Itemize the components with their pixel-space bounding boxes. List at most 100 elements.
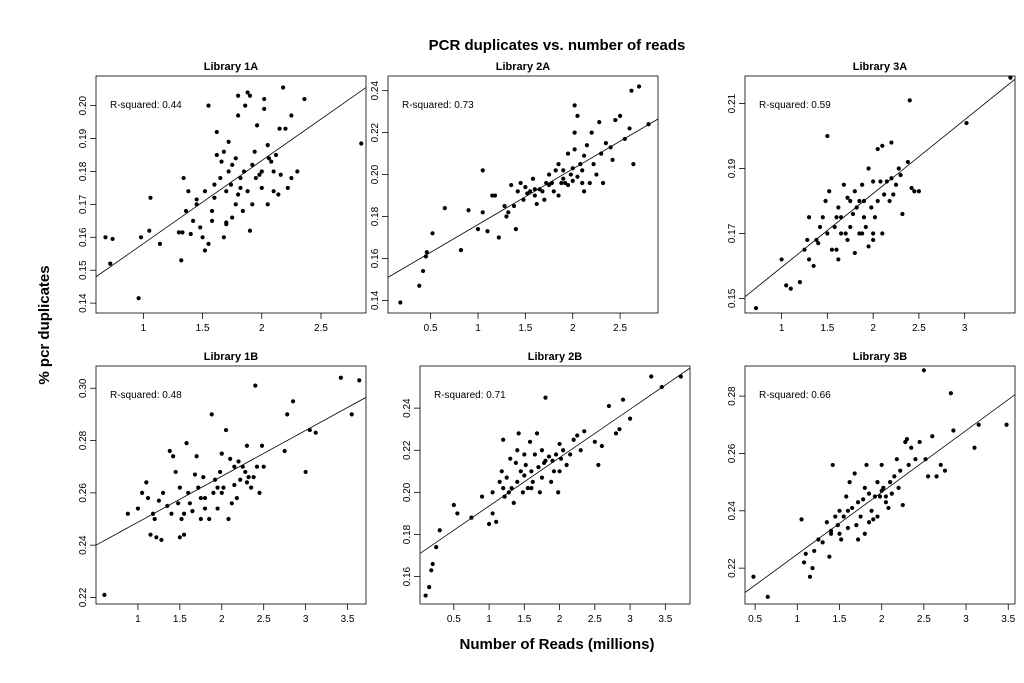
library-1a-point [138, 235, 144, 240]
library-3b-point [824, 520, 829, 525]
library-1a-point [289, 175, 294, 181]
library-3b-point [894, 457, 899, 462]
library-1a-x-tick-label: 1.5 [196, 323, 210, 334]
library-3b-point [854, 523, 859, 528]
library-1b-point [257, 490, 262, 495]
library-3a-y-tick-label: 0.15 [727, 288, 738, 308]
library-2a-point [561, 168, 566, 173]
library-2a-point [589, 130, 594, 135]
library-2a-point [556, 161, 561, 167]
library-3a-point [916, 189, 921, 194]
library-3a-point [823, 198, 828, 204]
library-1a-point [243, 103, 248, 108]
library-2b-point [513, 460, 518, 465]
library-2b-point [502, 494, 507, 499]
library-1a-y-tick-label: 0.20 [78, 95, 89, 115]
library-1b-point [152, 516, 157, 522]
library-3a-point [878, 179, 883, 184]
library-3a-point [817, 224, 823, 230]
library-2b-point [451, 502, 456, 508]
library-2a-point [492, 193, 498, 198]
library-1a-point [262, 96, 267, 102]
library-1b-r-squared: R-squared: 0.48 [110, 390, 182, 401]
library-3a-point [814, 237, 819, 243]
library-3b-r-squared: R-squared: 0.66 [759, 390, 831, 401]
library-3b-point [866, 491, 872, 496]
library-1b-point [253, 383, 258, 388]
library-3a-point [820, 215, 825, 220]
library-2b-point [551, 469, 557, 474]
library-3a-plot-frame [744, 75, 1016, 314]
library-2b-point [499, 469, 504, 474]
library-1a-point [273, 152, 279, 158]
library-2b-point [546, 454, 552, 459]
library-2b-x-tick-label: 2.5 [588, 614, 602, 625]
library-1b-point [194, 454, 199, 459]
library-3b-point [828, 531, 834, 536]
library-3a-point [871, 179, 876, 184]
library-3a-point [805, 237, 810, 243]
library-3b-x-tick-label: 0.5 [748, 614, 762, 625]
library-2a-point [424, 250, 429, 255]
library-3a-point [811, 263, 816, 269]
library-1a-point [224, 189, 229, 194]
library-2a-point [485, 229, 490, 234]
library-2a-point [553, 168, 558, 173]
library-2a-y-tick-label: 0.20 [370, 164, 381, 184]
library-1b-y-tick-label: 0.26 [78, 483, 89, 503]
library-3b-point [913, 457, 918, 462]
library-1a-point [198, 225, 203, 230]
library-2a-point [542, 197, 547, 202]
library-3a-x-tick-label: 2 [870, 323, 876, 334]
library-3a-point [850, 211, 856, 217]
library-2a-point [475, 227, 481, 232]
library-2a-point [506, 210, 511, 215]
library-1a-point [236, 192, 241, 197]
library-3a-point [900, 211, 905, 217]
library-2a-point [570, 166, 575, 171]
library-1a-point [212, 195, 217, 200]
library-3b-point [896, 485, 901, 490]
library-3a-point [891, 192, 896, 197]
library-3a-point [880, 143, 885, 148]
library-1b-y-tick-label: 0.28 [78, 430, 89, 450]
library-1b-point [181, 511, 187, 516]
library-1a-y-tick-label: 0.16 [78, 227, 89, 247]
library-3a-point [854, 205, 859, 210]
library-1b-point [167, 448, 172, 454]
library-2a-point [627, 126, 632, 131]
library-1b-panel: Library 1B 1 1.5 2 2.5 3 3.5 0.22 0.24 0.26 0.28 0.… [78, 351, 367, 625]
library-2a-point [578, 161, 583, 167]
library-2a-y-tick-label: 0.18 [370, 206, 381, 226]
library-1a-plot-frame [95, 75, 367, 314]
library-3a-point [912, 189, 917, 194]
library-1b-point [190, 509, 195, 514]
library-2b-y-tick-label: 0.22 [402, 440, 413, 460]
library-1a-point [221, 235, 226, 240]
library-1a-point [247, 228, 253, 233]
library-2a-point [631, 161, 636, 167]
library-1a-point [202, 248, 208, 253]
library-3a-x-tick-label: 1 [779, 323, 785, 334]
library-2b-point [486, 521, 492, 527]
library-1a-point [180, 230, 185, 235]
library-2b-point [511, 500, 516, 506]
library-2a-panel: Library 2A 0.5 1 1.5 2 2.5 0.14 0.16 0.18 0.20 0.2… [370, 61, 659, 334]
library-3a-point [852, 250, 857, 256]
library-1a-point [250, 202, 255, 207]
library-1b-point [212, 477, 218, 482]
library-1b-point [251, 475, 256, 480]
library-1b-point [135, 506, 141, 511]
library-1b-point [228, 456, 233, 461]
library-1a-point [295, 169, 300, 174]
library-2b-point [525, 486, 530, 491]
library-1a-point [191, 218, 196, 223]
library-1a-point [230, 215, 235, 220]
library-1a-point [277, 126, 282, 131]
library-3b-y-tick-label: 0.22 [727, 558, 738, 578]
library-3b-point [976, 422, 981, 427]
library-2b-point [501, 437, 506, 442]
library-1a-point [224, 220, 229, 225]
library-3a-y-tick-label: 0.21 [727, 93, 738, 113]
library-3a-point [893, 182, 899, 187]
